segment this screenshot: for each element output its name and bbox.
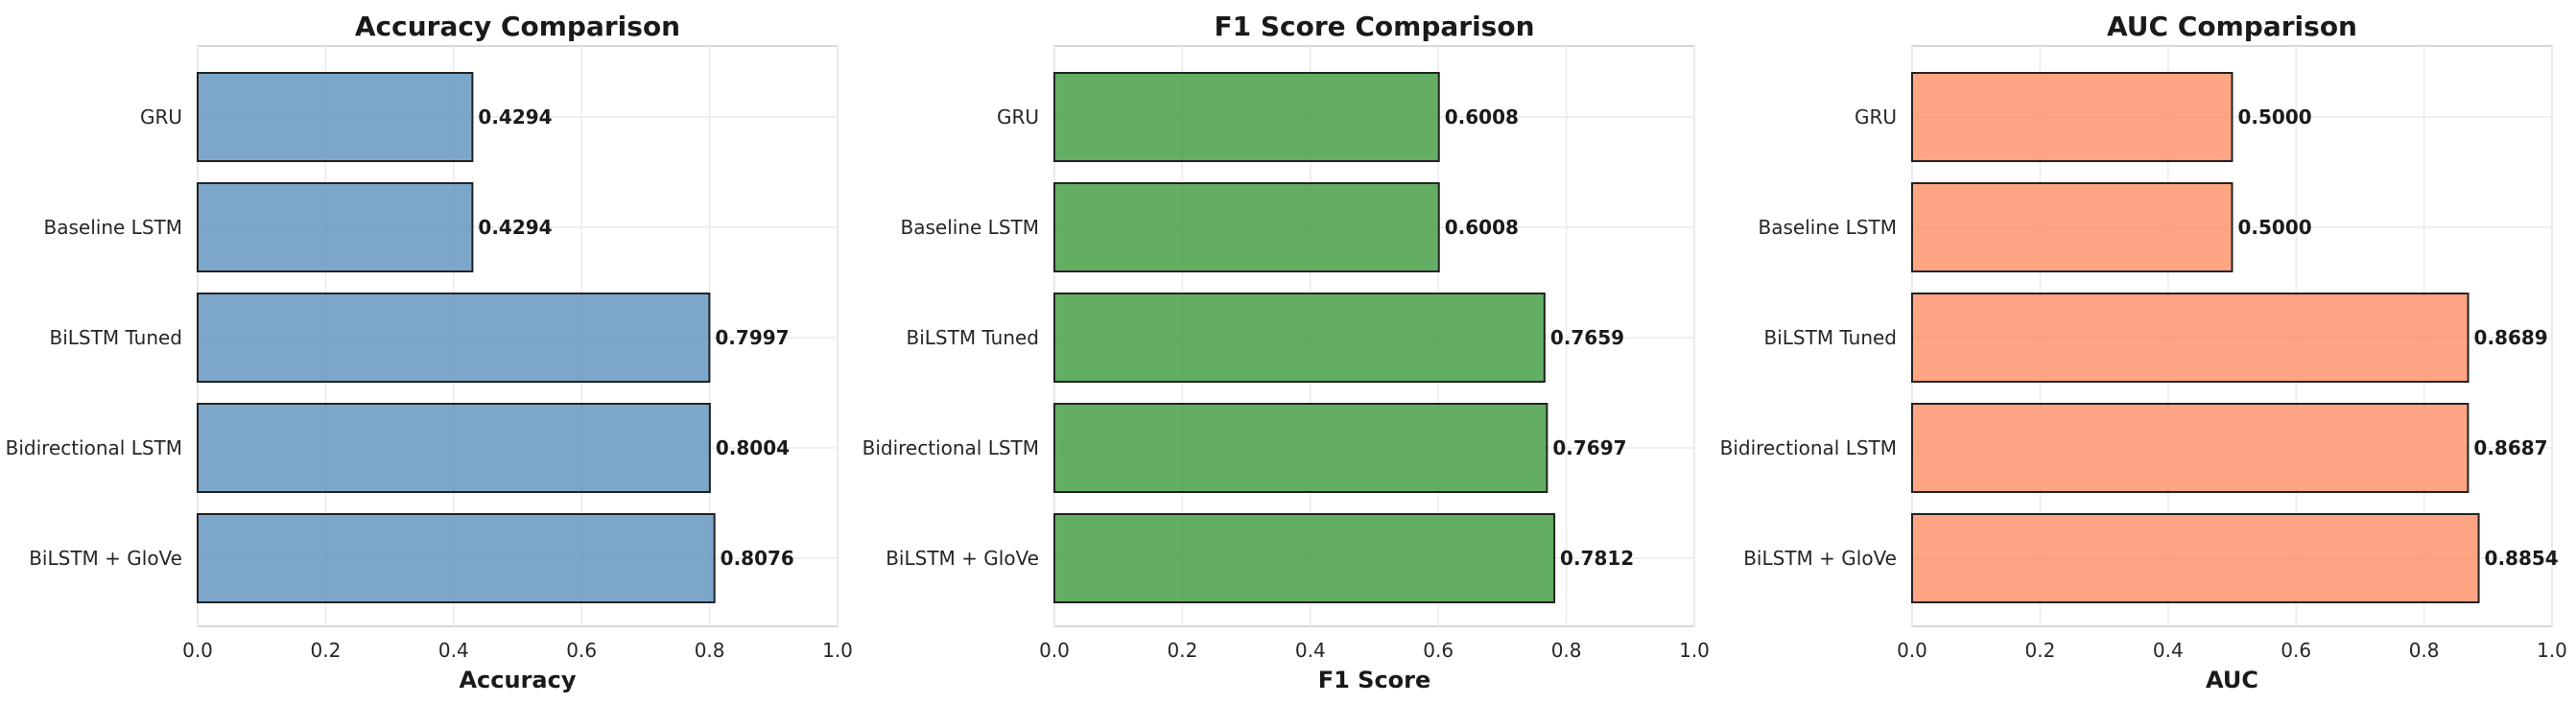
chart-title: Accuracy Comparison (355, 11, 680, 42)
y-tick-label: BiLSTM + GloVe (886, 547, 1039, 570)
y-tick-label: GRU (1855, 106, 1897, 129)
x-tick-label: 0.2 (2024, 639, 2055, 662)
y-tick-label: GRU (997, 106, 1039, 129)
x-tick-label: 0.0 (1897, 639, 1927, 662)
bar-value-label: 0.8687 (2473, 436, 2547, 459)
bar (1911, 513, 2480, 603)
x-tick-label: 0.8 (695, 639, 725, 662)
y-tick-label: BiLSTM Tuned (1764, 326, 1897, 349)
bar-value-label: 0.8004 (716, 436, 790, 459)
x-tick-label: 0.4 (2153, 639, 2184, 662)
bar (197, 72, 474, 162)
bar-value-label: 0.8854 (2485, 547, 2559, 570)
bar (1053, 293, 1546, 383)
x-tick-label: 0.6 (1423, 639, 1453, 662)
bar-value-label: 0.4294 (478, 216, 552, 239)
bar (1911, 403, 2470, 493)
bar-value-label: 0.7997 (715, 326, 789, 349)
y-tick-label: BiLSTM Tuned (907, 326, 1039, 349)
x-tick-label: 0.8 (2409, 639, 2440, 662)
bar (1053, 72, 1440, 162)
bar-value-label: 0.4294 (478, 106, 552, 129)
bar (197, 403, 711, 493)
bar-value-label: 0.7812 (1560, 547, 1634, 570)
bar-value-label: 0.5000 (2238, 106, 2312, 129)
bar (1911, 182, 2233, 272)
x-tick-label: 0.2 (310, 639, 341, 662)
y-tick-label: Bidirectional LSTM (6, 436, 182, 459)
chart-panel-3: 0.5000 GRU 0.5000 Baseline LSTM 0.8689 BiLSTM… (1720, 11, 2567, 693)
bar-value-label: 0.5000 (2238, 216, 2312, 239)
bar-value-label: 0.7697 (1552, 436, 1626, 459)
y-tick-label: Baseline LSTM (1759, 216, 1897, 239)
x-tick-label: 0.4 (438, 639, 469, 662)
x-tick-label: 0.0 (182, 639, 213, 662)
bar (1911, 72, 2233, 162)
chart-title: F1 Score Comparison (1214, 11, 1534, 42)
x-axis-label: AUC (2206, 667, 2258, 693)
x-tick-label: 0.2 (1167, 639, 1197, 662)
bar (1053, 182, 1440, 272)
y-tick-label: GRU (140, 106, 182, 129)
x-axis-label: Accuracy (459, 667, 576, 693)
y-tick-label: Baseline LSTM (44, 216, 182, 239)
x-tick-label: 0.4 (1295, 639, 1326, 662)
bar (197, 293, 711, 383)
x-tick-label: 0.6 (566, 639, 597, 662)
bar (197, 513, 716, 603)
x-tick-label: 1.0 (1679, 639, 1710, 662)
y-tick-label: Bidirectional LSTM (1720, 436, 1897, 459)
y-tick-label: Bidirectional LSTM (863, 436, 1039, 459)
x-tick-label: 0.8 (1551, 639, 1582, 662)
x-tick-label: 0.0 (1039, 639, 1070, 662)
y-tick-label: BiLSTM Tuned (50, 326, 182, 349)
bar-value-label: 0.7659 (1550, 326, 1624, 349)
bar-value-label: 0.6008 (1445, 216, 1519, 239)
y-tick-label: Baseline LSTM (901, 216, 1039, 239)
bar (197, 182, 474, 272)
chart-panel-1: 0.4294 GRU 0.4294 Baseline LSTM 0.7997 BiLSTM… (6, 11, 853, 693)
bar (1053, 513, 1556, 603)
x-axis-label: F1 Score (1318, 667, 1431, 693)
chart-title: AUC Comparison (2107, 11, 2357, 42)
bar (1053, 403, 1548, 493)
bar (1911, 293, 2470, 383)
bar-value-label: 0.8689 (2474, 326, 2548, 349)
x-tick-label: 1.0 (2537, 639, 2567, 662)
y-tick-label: BiLSTM + GloVe (29, 547, 182, 570)
chart-panel-2: 0.6008 GRU 0.6008 Baseline LSTM 0.7659 BiLSTM… (863, 11, 1710, 693)
bar-value-label: 0.6008 (1445, 106, 1519, 129)
x-tick-label: 0.6 (2281, 639, 2311, 662)
y-tick-label: BiLSTM + GloVe (1743, 547, 1897, 570)
bar-value-label: 0.8076 (721, 547, 794, 570)
x-tick-label: 1.0 (822, 639, 853, 662)
